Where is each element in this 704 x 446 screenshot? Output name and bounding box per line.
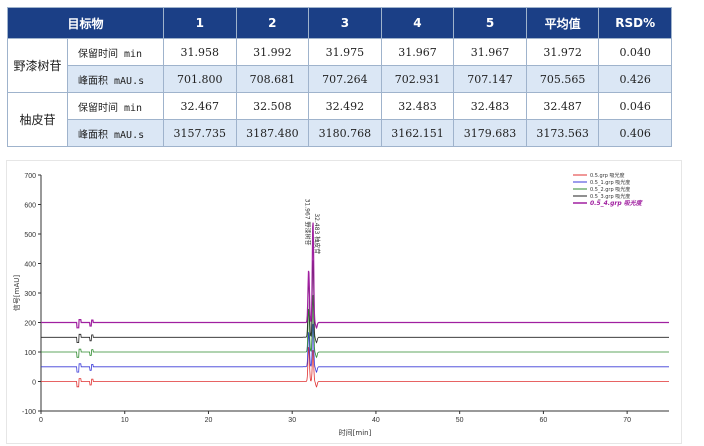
- cell: 32.483: [453, 92, 527, 120]
- cell: 31.958: [163, 38, 237, 66]
- series-line: [41, 346, 669, 388]
- cell: 708.681: [235, 65, 310, 93]
- header-run-2: 2: [235, 7, 310, 39]
- y-tick-label: 400: [24, 262, 36, 269]
- cell: 3187.480: [235, 119, 310, 147]
- cell: 0.046: [598, 92, 672, 120]
- table-row: 峰面积 mAU.s 701.800 708.681 707.264 702.93…: [8, 65, 672, 93]
- y-tick-label: 200: [24, 321, 36, 328]
- cell: 0.040: [598, 38, 672, 66]
- y-tick-label: 300: [24, 291, 36, 298]
- y-tick-label: 500: [24, 232, 36, 239]
- header-rsd: RSD%: [598, 7, 672, 39]
- header-run-3: 3: [308, 7, 382, 39]
- series-line: [41, 222, 669, 330]
- legend-entry: 0.5_2.grp 吸光度: [590, 186, 630, 193]
- cell: 31.972: [525, 38, 600, 66]
- x-tick-label: 70: [623, 417, 631, 424]
- x-tick-label: 30: [288, 417, 296, 424]
- cell: 707.264: [308, 65, 382, 93]
- cell: 701.800: [163, 65, 237, 93]
- series-line: [41, 294, 669, 359]
- cell: 705.565: [525, 65, 600, 93]
- cell: 32.492: [308, 92, 382, 120]
- legend-entry: 0.5_3.grp 吸光度: [590, 193, 630, 200]
- x-tick-label: 10: [121, 417, 129, 424]
- results-table: 目标物 1 2 3 4 5 平均值 RSD% 野漆树苷 保留时间 min 31.…: [6, 7, 672, 147]
- metric-label: 峰面积 mAU.s: [66, 65, 165, 93]
- y-tick-label: 600: [24, 203, 36, 210]
- metric-label: 保留时间 min: [66, 92, 165, 120]
- header-run-5: 5: [453, 7, 527, 39]
- group-name: 野漆树苷: [7, 38, 68, 93]
- y-tick-label: 700: [24, 173, 36, 180]
- cell: 0.406: [598, 119, 672, 147]
- metric-label: 保留时间 min: [66, 38, 165, 66]
- legend-entry: 0.5_1.grp 吸光度: [590, 179, 630, 186]
- metric-label: 峰面积 mAU.s: [66, 119, 165, 147]
- cell: 32.487: [525, 92, 600, 120]
- y-axis-label: 信号[mAU]: [12, 275, 21, 311]
- series-line: [41, 323, 669, 374]
- cell: 32.483: [380, 92, 455, 120]
- x-tick-label: 50: [456, 417, 464, 424]
- cell: 702.931: [380, 65, 455, 93]
- cell: 31.992: [235, 38, 310, 66]
- group-name: 柚皮苷: [7, 92, 68, 147]
- cell: 3179.683: [453, 119, 527, 147]
- header-run-4: 4: [380, 7, 455, 39]
- table-row: 野漆树苷 保留时间 min 31.958 31.992 31.975 31.96…: [7, 38, 672, 93]
- cell: 32.508: [235, 92, 310, 120]
- peak-label: 32.483 柚皮苷: [313, 213, 321, 254]
- cell: 31.967: [453, 38, 527, 66]
- cell: 32.467: [163, 92, 237, 120]
- y-tick-label: 0: [32, 380, 36, 387]
- cell: 31.975: [308, 38, 382, 66]
- cell: 3162.151: [380, 119, 455, 147]
- header-average: 平均值: [525, 7, 600, 39]
- table-row: 峰面积 mAU.s 3157.735 3187.480 3180.768 316…: [8, 119, 672, 147]
- x-tick-label: 40: [372, 417, 380, 424]
- header-target: 目标物: [6, 7, 165, 39]
- series-line: [41, 260, 669, 344]
- table-header-row: 目标物 1 2 3 4 5 平均值 RSD%: [6, 7, 672, 39]
- legend-entry: 0.5_4.grp 吸光度: [590, 199, 643, 207]
- header-run-1: 1: [163, 7, 237, 39]
- x-axis-label: 时间[min]: [339, 428, 372, 437]
- cell: 3157.735: [163, 119, 237, 147]
- x-tick-label: 0: [39, 417, 43, 424]
- table-row: 柚皮苷 保留时间 min 32.467 32.508 32.492 32.483…: [7, 92, 672, 147]
- peak-label: 31.967 野漆树苷: [304, 199, 312, 246]
- cell: 3180.768: [308, 119, 382, 147]
- cell: 3173.563: [525, 119, 600, 147]
- y-tick-label: 100: [24, 350, 36, 357]
- x-tick-label: 20: [205, 417, 213, 424]
- legend-entry: 0.5.grp 吸光度: [590, 172, 625, 179]
- cell: 31.967: [380, 38, 455, 66]
- y-tick-label: -100: [22, 409, 36, 416]
- chromatogram-panel: -100 0 100 200 300 400 500 600 700 0 10 20 30 40 50 60 7…: [6, 160, 682, 444]
- x-tick-label: 60: [540, 417, 548, 424]
- cell: 0.426: [598, 65, 672, 93]
- cell: 707.147: [453, 65, 527, 93]
